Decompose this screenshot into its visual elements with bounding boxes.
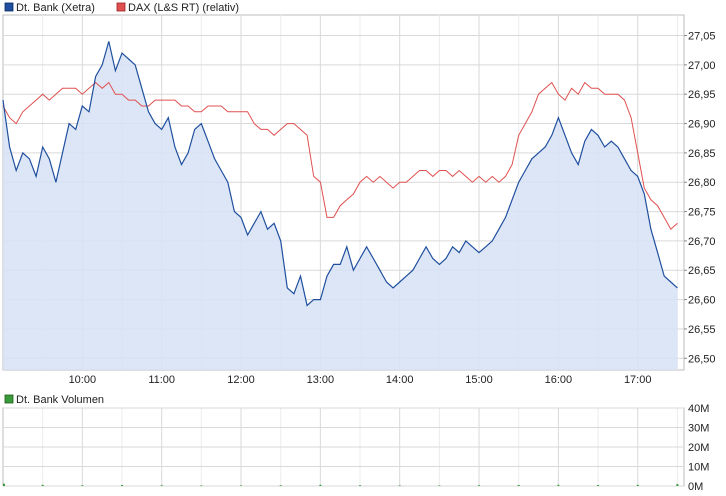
x-tick-label: 10:00: [69, 374, 97, 386]
volume-y-tick-label: 40M: [688, 403, 709, 415]
volume-bar: [160, 485, 163, 486]
y-tick-label: 26,65: [688, 265, 716, 277]
y-tick-label: 26,80: [688, 177, 716, 189]
volume-bar: [478, 485, 481, 486]
volume-bar: [41, 484, 44, 486]
x-tick-label: 12:00: [227, 374, 255, 386]
y-tick-label: 27,00: [688, 60, 716, 72]
volume-bar: [597, 485, 600, 486]
x-tick-label: 15:00: [465, 374, 493, 386]
volume-bar: [319, 484, 322, 486]
y-tick-label: 26,50: [688, 353, 716, 365]
volume-bar: [557, 484, 560, 486]
y-tick-label: 26,85: [688, 148, 716, 160]
volume-bar: [636, 484, 639, 486]
y-tick-label: 26,95: [688, 89, 716, 101]
volume-bar: [438, 485, 441, 486]
y-tick-label: 26,90: [688, 119, 716, 131]
y-tick-label: 26,75: [688, 207, 716, 219]
volume-bar: [121, 485, 124, 486]
volume-bar: [81, 485, 84, 486]
legend-swatch-series2: [116, 2, 126, 12]
volume-bar: [359, 485, 362, 486]
volume-bar: [398, 485, 401, 486]
volume-bar: [279, 485, 282, 486]
y-tick-label: 26,60: [688, 295, 716, 307]
volume-y-tick-label: 20M: [688, 442, 709, 454]
x-tick-label: 17:00: [624, 374, 652, 386]
series2-line: [2, 81, 678, 230]
series1-area-fill: [3, 41, 678, 371]
volume-y-tick-label: 30M: [688, 423, 709, 435]
legend-label-volume: Dt. Bank Volumen: [16, 394, 104, 406]
volume-bars: [3, 483, 679, 486]
y-tick-label: 26,55: [688, 324, 716, 336]
legend-swatch-volume: [4, 394, 14, 404]
legend-swatch-series1: [4, 2, 14, 12]
volume-bar: [676, 484, 679, 486]
volume-bar: [240, 485, 243, 486]
legend-label-series1: Dt. Bank (Xetra): [16, 2, 95, 14]
volume-legend: Dt. Bank Volumen: [4, 394, 104, 406]
volume-bar: [200, 485, 203, 486]
y-tick-label: 27,05: [688, 31, 716, 43]
x-tick-label: 11:00: [148, 374, 175, 386]
x-tick-label: 16:00: [545, 374, 573, 386]
price-y-axis: 27,05 27,00 26,95 26,90 26,85 26,80 26,75 26,70…: [684, 31, 716, 365]
y-tick-label: 26,70: [688, 236, 716, 248]
time-x-axis: 10:00 11:00 12:00 13:00 14:00 15:00 16:00 17:00: [69, 374, 652, 386]
volume-chart-panel: 40M 30M 20M 10M 0M: [2, 403, 709, 493]
series1-line: [2, 41, 678, 307]
price-legend: Dt. Bank (Xetra) DAX (L&S RT) (relativ): [4, 2, 239, 14]
volume-y-axis: 40M 30M 20M 10M 0M: [688, 403, 709, 493]
x-tick-label: 14:00: [386, 374, 414, 386]
volume-bar: [517, 485, 520, 486]
volume-grid: [3, 407, 684, 487]
volume-y-tick-label: 10M: [688, 462, 709, 474]
x-tick-label: 13:00: [307, 374, 335, 386]
volume-bar: [3, 483, 5, 486]
volume-y-tick-label: 0M: [688, 481, 703, 493]
legend-label-series2: DAX (L&S RT) (relativ): [128, 2, 239, 14]
price-chart-panel: 27,05 27,00 26,95 26,90 26,85 26,80 26,75 26,70…: [2, 14, 716, 386]
